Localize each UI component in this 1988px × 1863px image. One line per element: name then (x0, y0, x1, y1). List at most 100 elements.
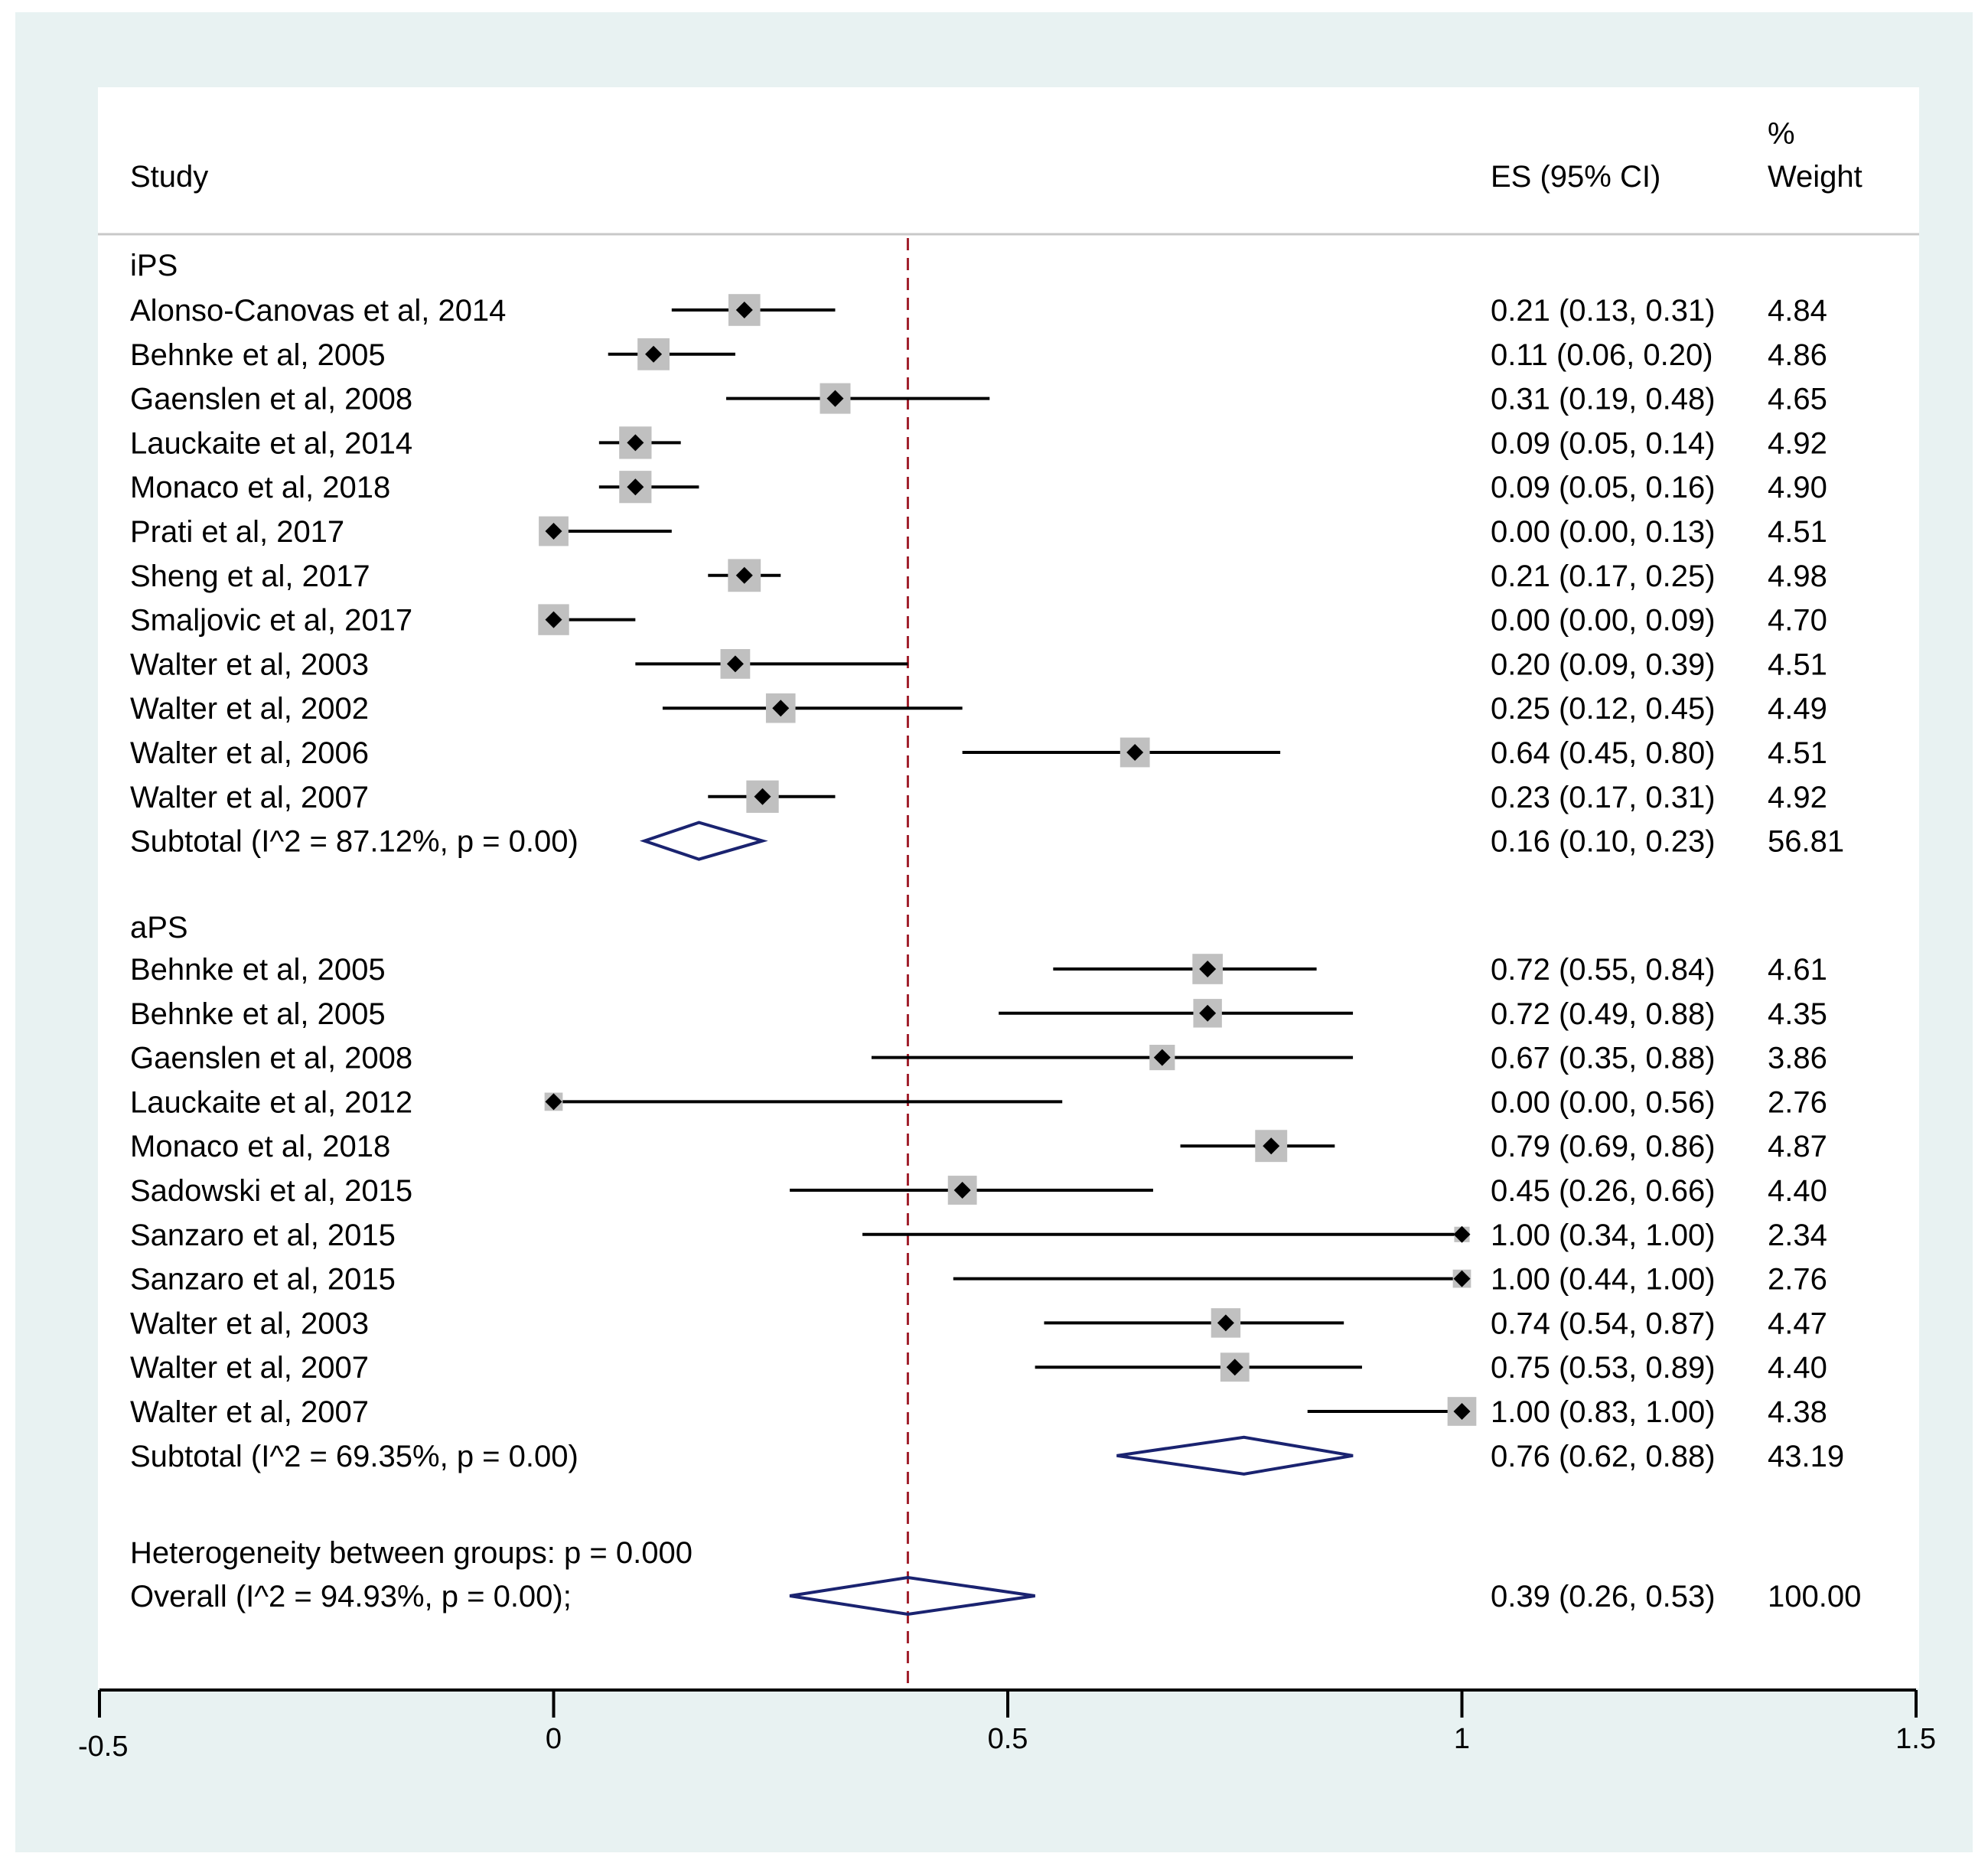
point-estimate-marker (1126, 744, 1144, 761)
effect-size-text: 0.72 (0.49, 0.88) (1491, 997, 1716, 1031)
effect-size-text: 1.00 (0.34, 1.00) (1491, 1219, 1716, 1252)
weight-text: 4.51 (1768, 736, 1827, 770)
study-label: Walter et al, 2007 (130, 1395, 369, 1429)
point-estimate-marker (545, 523, 562, 540)
subtotal-diamond (639, 821, 768, 861)
weight-text: 4.51 (1768, 515, 1827, 549)
weight-text: 4.98 (1768, 560, 1827, 593)
effect-size-text: 0.21 (0.17, 0.25) (1491, 560, 1716, 593)
study-label: Prati et al, 2017 (130, 515, 344, 549)
study-label: Walter et al, 2003 (130, 1307, 369, 1340)
point-estimate-marker (1453, 1225, 1471, 1243)
study-label: Sanzaro et al, 2015 (130, 1219, 396, 1252)
effect-size-text: 0.00 (0.00, 0.56) (1491, 1085, 1716, 1119)
weight-text: 4.40 (1768, 1351, 1827, 1385)
plot-area (98, 87, 1919, 1688)
weight-text: 4.51 (1768, 648, 1827, 681)
group-label: iPS (130, 249, 178, 282)
weight-text: 4.87 (1768, 1130, 1827, 1163)
group-label: aPS (130, 911, 188, 945)
study-label: Walter et al, 2007 (130, 1351, 369, 1385)
point-estimate-marker (545, 1093, 562, 1111)
effect-size-text: 0.21 (0.13, 0.31) (1491, 294, 1716, 328)
effect-size-text: 0.09 (0.05, 0.14) (1491, 426, 1716, 460)
weight-text: 4.70 (1768, 604, 1827, 638)
header-weight-percent: % (1768, 117, 1795, 151)
subtotal-effect-text: 0.16 (0.10, 0.23) (1491, 825, 1716, 859)
weight-text: 4.86 (1768, 338, 1827, 372)
study-label: Monaco et al, 2018 (130, 471, 390, 504)
study-label: Alonso-Canovas et al, 2014 (130, 294, 506, 328)
point-estimate-marker (735, 302, 753, 318)
effect-size-text: 0.75 (0.53, 0.89) (1491, 1351, 1716, 1385)
overall-effect-text: 0.39 (0.26, 0.53) (1491, 1580, 1716, 1613)
overall-label: Overall (I^2 = 94.93%, p = 0.00); (130, 1580, 572, 1613)
point-estimate-marker (953, 1182, 971, 1199)
point-estimate-marker (1217, 1314, 1234, 1332)
effect-size-text: 0.00 (0.00, 0.13) (1491, 515, 1716, 549)
overall-weight-text: 100.00 (1768, 1580, 1861, 1613)
x-tick-label: 0.5 (988, 1723, 1028, 1755)
study-label: Sheng et al, 2017 (130, 560, 370, 593)
point-estimate-marker (1199, 1004, 1217, 1022)
point-estimate-marker (726, 655, 744, 673)
weight-text: 2.76 (1768, 1263, 1827, 1297)
subtotal-diamond (1116, 1435, 1354, 1476)
study-label: Monaco et al, 2018 (130, 1130, 390, 1163)
effect-size-text: 0.74 (0.54, 0.87) (1491, 1307, 1716, 1340)
subtotal-effect-text: 0.76 (0.62, 0.88) (1491, 1440, 1716, 1473)
effect-size-text: 0.79 (0.69, 0.86) (1491, 1130, 1716, 1163)
study-label: Smaljovic et al, 2017 (130, 604, 412, 638)
point-estimate-marker (545, 611, 562, 628)
point-estimate-marker (1453, 1270, 1471, 1287)
heterogeneity-text: Heterogeneity between groups: p = 0.000 (130, 1536, 693, 1570)
study-label: Walter et al, 2003 (130, 648, 369, 681)
point-estimate-marker (1199, 961, 1217, 977)
effect-size-text: 0.09 (0.05, 0.16) (1491, 471, 1716, 504)
weight-text: 4.84 (1768, 294, 1827, 328)
point-estimate-marker (772, 700, 790, 717)
weight-text: 4.49 (1768, 692, 1827, 726)
effect-size-text: 0.64 (0.45, 0.80) (1491, 736, 1716, 770)
weight-text: 2.76 (1768, 1085, 1827, 1119)
effect-size-text: 1.00 (0.83, 1.00) (1491, 1395, 1716, 1429)
point-estimate-marker (1453, 1403, 1471, 1420)
subtotal-label: Subtotal (I^2 = 69.35%, p = 0.00) (130, 1440, 578, 1473)
point-estimate-marker (1263, 1137, 1280, 1155)
point-estimate-marker (1226, 1359, 1243, 1376)
point-estimate-marker (735, 566, 753, 584)
subtotal-weight-text: 56.81 (1768, 825, 1844, 859)
effect-size-text: 0.00 (0.00, 0.09) (1491, 604, 1716, 638)
weight-text: 3.86 (1768, 1042, 1827, 1075)
study-label: Gaenslen et al, 2008 (130, 1042, 412, 1075)
subtotal-label: Subtotal (I^2 = 87.12%, p = 0.00) (130, 825, 578, 859)
effect-size-text: 0.72 (0.55, 0.84) (1491, 953, 1716, 987)
point-estimate-marker (627, 478, 644, 496)
weight-text: 4.90 (1768, 471, 1827, 504)
effect-size-text: 0.11 (0.06, 0.20) (1491, 338, 1713, 372)
study-label: Behnke et al, 2005 (130, 953, 386, 987)
header-study: Study (130, 160, 208, 194)
effect-size-text: 0.31 (0.19, 0.48) (1491, 383, 1716, 416)
study-label: Lauckaite et al, 2012 (130, 1085, 412, 1119)
weight-text: 4.92 (1768, 781, 1827, 814)
effect-size-text: 0.67 (0.35, 0.88) (1491, 1042, 1716, 1075)
study-label: Behnke et al, 2005 (130, 338, 386, 372)
weight-text: 2.34 (1768, 1219, 1827, 1252)
point-estimate-marker (1153, 1049, 1171, 1066)
weight-text: 4.38 (1768, 1395, 1827, 1429)
point-estimate-marker (645, 345, 663, 363)
weight-text: 4.35 (1768, 997, 1827, 1031)
effect-size-text: 0.20 (0.09, 0.39) (1491, 648, 1716, 681)
weight-text: 4.47 (1768, 1307, 1827, 1340)
effect-size-text: 0.45 (0.26, 0.66) (1491, 1174, 1716, 1208)
study-label: Behnke et al, 2005 (130, 997, 386, 1031)
subtotal-weight-text: 43.19 (1768, 1440, 1844, 1473)
weight-text: 4.92 (1768, 426, 1827, 460)
weight-text: 4.61 (1768, 953, 1827, 987)
study-label: Gaenslen et al, 2008 (130, 383, 412, 416)
effect-size-text: 1.00 (0.44, 1.00) (1491, 1263, 1716, 1297)
weight-text: 4.65 (1768, 383, 1827, 416)
figure-frame: % Study ES (95% CI) Weight iPS Alonso-Can… (15, 12, 1973, 1852)
point-estimate-marker (627, 434, 644, 452)
